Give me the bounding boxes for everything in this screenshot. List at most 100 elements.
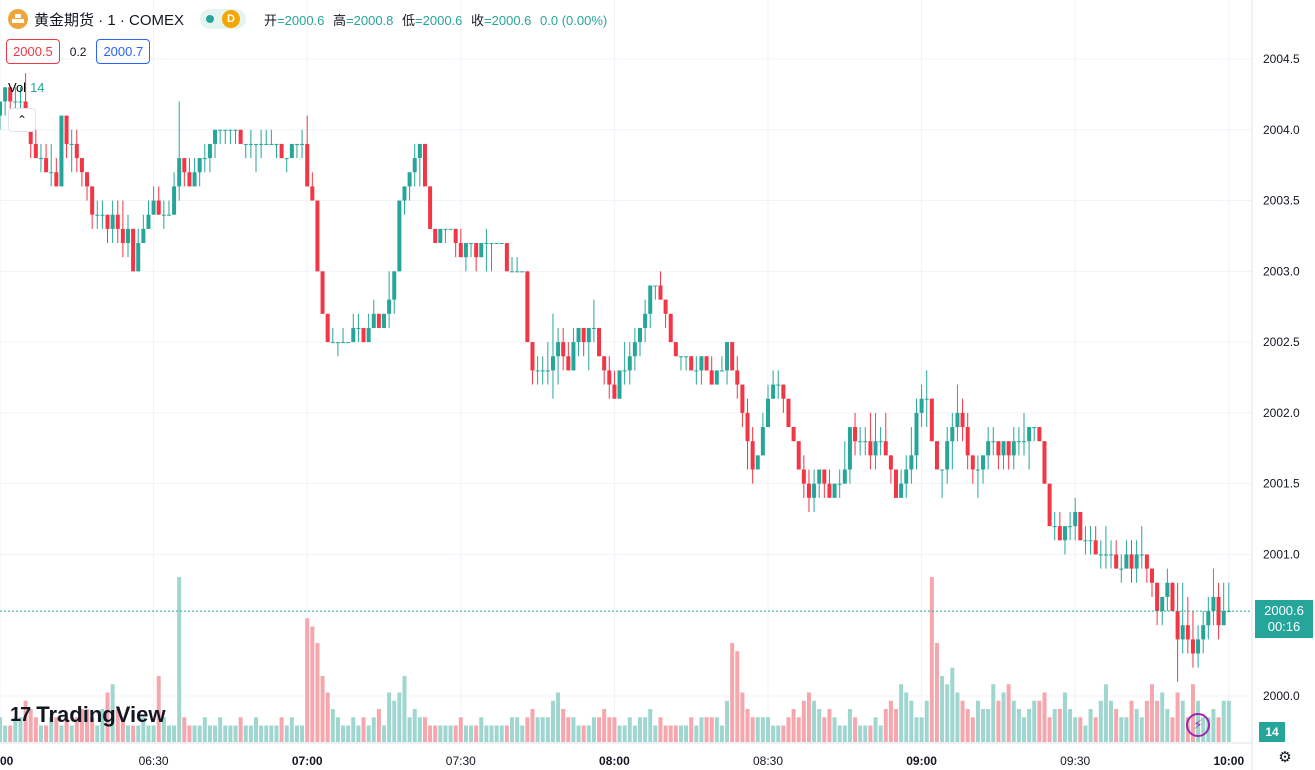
volume-bar <box>54 717 59 742</box>
candle <box>238 129 243 144</box>
volume-bar <box>591 717 596 742</box>
candle-body <box>1201 625 1206 640</box>
candle-body <box>474 243 479 258</box>
volume-bar <box>213 725 218 742</box>
candle-body <box>730 342 735 371</box>
chart-grid <box>0 0 1252 743</box>
candle <box>1006 441 1011 470</box>
volume-bar <box>264 725 269 742</box>
candle-body <box>1155 582 1160 612</box>
candle-body <box>545 370 550 372</box>
low-label: 低 <box>402 12 416 28</box>
volume-bar <box>1109 700 1114 742</box>
candle <box>341 327 346 344</box>
candle-body <box>648 285 653 314</box>
price-tick-label: 2001.5 <box>1263 477 1300 491</box>
volume-bar <box>868 725 873 742</box>
volume-bar <box>1047 717 1052 742</box>
time-tick-label: 09:30 <box>1060 754 1090 768</box>
candle-body <box>1098 554 1103 556</box>
candle <box>484 228 489 272</box>
volume-bar <box>433 725 438 742</box>
candle-body <box>719 370 724 372</box>
candle <box>74 129 79 173</box>
candle <box>858 427 863 456</box>
candle <box>392 271 397 314</box>
volume-bar <box>975 700 980 742</box>
candle <box>1098 540 1103 569</box>
price-axis[interactable]: 2004.5 2004.0 2003.5 2003.0 2002.5 2002.0 2001… <box>1263 52 1300 703</box>
buy-button[interactable]: 2000.7 <box>96 39 151 64</box>
candle-body <box>3 87 8 102</box>
candle <box>274 143 279 159</box>
candle <box>924 370 929 428</box>
volume-bar <box>781 725 786 742</box>
market-open-dot-icon <box>206 15 215 23</box>
candle <box>653 285 658 300</box>
candle <box>279 143 284 159</box>
volume-bar <box>269 725 274 742</box>
candle <box>49 143 54 187</box>
volume-bar <box>254 717 258 742</box>
volume-bar <box>469 725 474 742</box>
volume-bar <box>1114 709 1119 742</box>
candle <box>1073 497 1078 541</box>
candle <box>1134 540 1139 583</box>
candle-body <box>1134 554 1139 569</box>
candle-body <box>192 172 197 187</box>
candle <box>883 412 888 456</box>
price-candles <box>0 73 1231 682</box>
candle-body <box>443 228 448 230</box>
candle <box>269 129 274 145</box>
candle <box>1068 511 1073 541</box>
volume-bar <box>822 717 827 742</box>
candle <box>597 327 602 357</box>
settings-gear-icon[interactable]: ⚙ <box>1278 749 1292 766</box>
candle <box>310 172 315 201</box>
market-status-pill[interactable]: D <box>200 9 247 29</box>
candle <box>842 441 847 484</box>
volume-bar <box>597 717 602 742</box>
collapse-legend-button[interactable]: ⌃ <box>8 108 36 132</box>
candle <box>991 427 996 456</box>
candle <box>1206 596 1211 640</box>
candle-body <box>909 455 914 470</box>
candle <box>837 469 842 498</box>
candle-body <box>469 243 474 245</box>
candle-body <box>207 143 212 159</box>
volume-bar <box>49 717 54 742</box>
candle <box>1190 611 1195 668</box>
volume-bar <box>1001 692 1006 742</box>
candle-body <box>289 143 294 159</box>
candle <box>371 299 376 328</box>
volume-bar <box>627 717 632 742</box>
tradingview-logo[interactable]: 17 TradingView <box>10 702 165 728</box>
candle <box>192 158 197 187</box>
volume-bar <box>1016 709 1021 742</box>
volume-bar <box>218 717 223 742</box>
candle <box>300 129 305 159</box>
candle <box>986 427 991 470</box>
candle <box>305 115 310 187</box>
candle <box>1052 511 1057 541</box>
volume-bar <box>69 725 74 742</box>
lightning-icon[interactable]: ⚡ <box>1186 713 1210 737</box>
candle <box>643 299 648 343</box>
volume-bar <box>622 725 627 742</box>
candle-body <box>945 441 950 470</box>
candle <box>0 101 2 130</box>
candle <box>950 412 955 470</box>
candle <box>663 299 668 328</box>
volume-bar <box>776 725 781 742</box>
candle-body <box>1006 441 1011 456</box>
symbol-title[interactable]: 黄金期货 · 1 · COMEX <box>34 11 185 29</box>
candle-body <box>248 143 253 145</box>
sell-button[interactable]: 2000.5 <box>6 39 60 64</box>
volume-bar <box>479 717 484 742</box>
candle-body <box>197 158 202 173</box>
candle <box>1109 540 1114 569</box>
time-axis[interactable]: 00 06:30 07:00 07:30 08:00 08:30 09:00 09:30 10:… <box>0 754 1244 768</box>
candle <box>607 356 612 399</box>
candle <box>202 143 207 173</box>
